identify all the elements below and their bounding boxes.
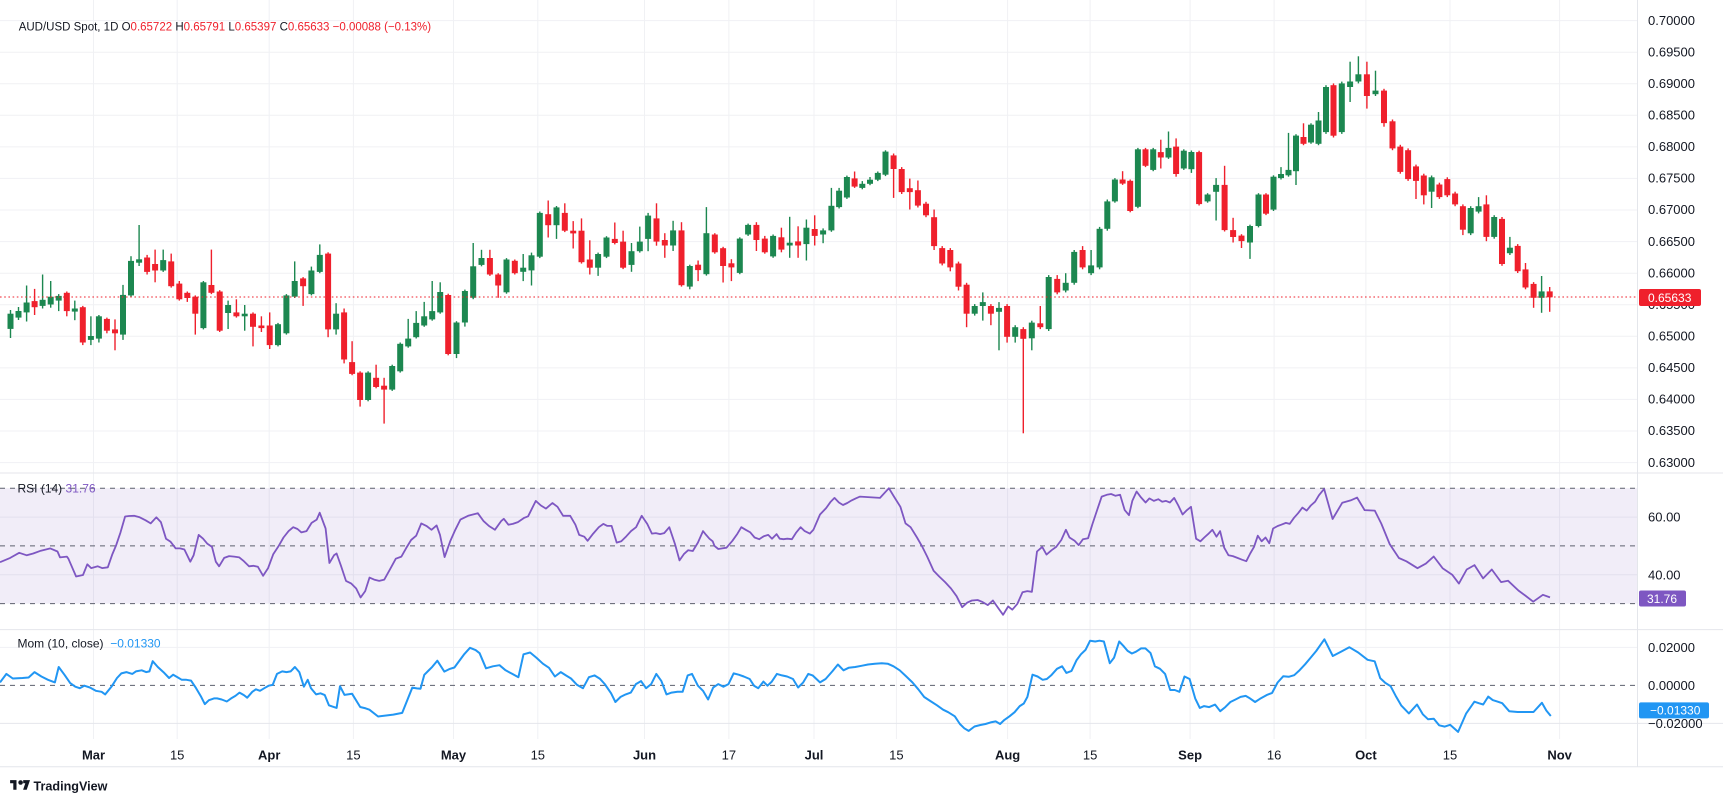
svg-text:15: 15	[1443, 748, 1457, 763]
svg-text:−0.01330: −0.01330	[1650, 704, 1701, 718]
svg-text:Mom (10, close) −0.01330: Mom (10, close) −0.01330	[18, 637, 161, 651]
svg-text:Jul: Jul	[805, 748, 824, 763]
svg-text:Aug: Aug	[995, 748, 1020, 763]
svg-text:TradingView: TradingView	[34, 779, 108, 793]
svg-text:15: 15	[889, 748, 903, 763]
svg-text:Nov: Nov	[1547, 748, 1572, 763]
svg-text:Oct: Oct	[1355, 748, 1377, 763]
svg-text:0.64000: 0.64000	[1648, 392, 1695, 407]
svg-text:0.67500: 0.67500	[1648, 171, 1695, 186]
svg-text:15: 15	[346, 748, 360, 763]
svg-text:15: 15	[170, 748, 184, 763]
svg-text:15: 15	[1083, 748, 1097, 763]
svg-text:0.69500: 0.69500	[1648, 44, 1695, 59]
svg-text:Jun: Jun	[633, 748, 656, 763]
svg-text:0.63000: 0.63000	[1648, 455, 1695, 470]
svg-text:0.66500: 0.66500	[1648, 234, 1695, 249]
svg-text:0.63500: 0.63500	[1648, 423, 1695, 438]
svg-text:60.00: 60.00	[1648, 510, 1681, 525]
svg-text:0.69000: 0.69000	[1648, 76, 1695, 91]
svg-text:Apr: Apr	[258, 748, 280, 763]
svg-text:May: May	[441, 748, 467, 763]
svg-text:0.65633: 0.65633	[1648, 291, 1692, 305]
svg-text:0.02000: 0.02000	[1648, 640, 1695, 655]
svg-text:0.65000: 0.65000	[1648, 329, 1695, 344]
svg-text:15: 15	[531, 748, 545, 763]
svg-text:0.64500: 0.64500	[1648, 360, 1695, 375]
svg-text:0.68000: 0.68000	[1648, 139, 1695, 154]
svg-text:RSI (14) 31.76: RSI (14) 31.76	[18, 481, 96, 495]
svg-text:17: 17	[722, 748, 736, 763]
svg-text:0.67000: 0.67000	[1648, 202, 1695, 217]
svg-text:AUD/USD Spot, 1D O0.65722 H0.6: AUD/USD Spot, 1D O0.65722 H0.65791 L0.65…	[19, 22, 432, 34]
svg-text:31.76: 31.76	[1647, 592, 1677, 606]
svg-text:40.00: 40.00	[1648, 567, 1681, 582]
svg-text:Sep: Sep	[1178, 748, 1202, 763]
svg-text:−0.02000: −0.02000	[1648, 716, 1703, 731]
svg-text:0.66000: 0.66000	[1648, 265, 1695, 280]
svg-text:0.70000: 0.70000	[1648, 13, 1695, 28]
svg-text:16: 16	[1267, 748, 1281, 763]
svg-text:0.68500: 0.68500	[1648, 108, 1695, 123]
svg-text:0.00000: 0.00000	[1648, 678, 1695, 693]
svg-text:Mar: Mar	[82, 748, 105, 763]
